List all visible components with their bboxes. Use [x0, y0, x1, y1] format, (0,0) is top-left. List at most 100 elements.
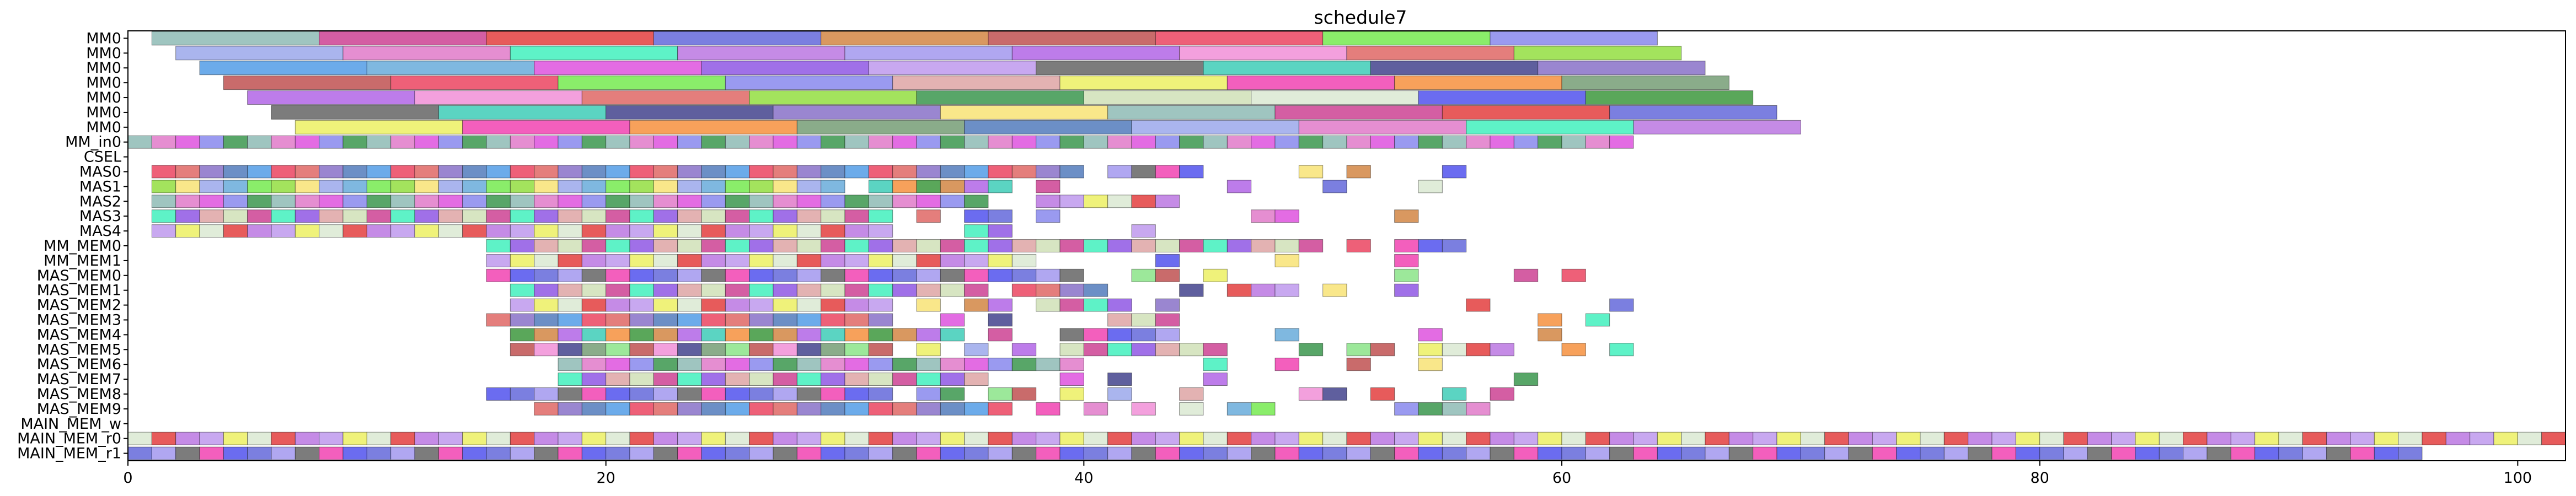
gantt-slot	[701, 373, 726, 386]
gantt-slot	[247, 446, 272, 460]
gantt-slot	[1179, 239, 1204, 252]
gantt-bar	[390, 76, 559, 90]
gantt-slot	[1681, 446, 1706, 460]
gantt-bar	[964, 120, 1132, 134]
gantt-slot	[629, 239, 654, 252]
gantt-slot	[534, 328, 559, 342]
gantt-slot	[1705, 432, 1729, 445]
gantt-slot	[677, 254, 702, 267]
gantt-slot	[988, 254, 1013, 267]
gantt-slot	[773, 432, 797, 445]
gantt-slot	[1131, 446, 1156, 460]
gantt-slot	[916, 268, 941, 282]
gantt-slot	[916, 254, 941, 267]
gantt-slot	[438, 432, 463, 445]
gantt-slot	[1179, 446, 1204, 460]
gantt-slot	[629, 268, 654, 282]
gantt-slot	[558, 209, 582, 223]
gantt-slot	[1466, 135, 1491, 149]
gantt-slot	[1920, 432, 1945, 445]
gantt-bar	[916, 90, 1084, 105]
gantt-bar	[534, 61, 702, 76]
gantt-slot	[1991, 446, 2016, 460]
gantt-slot	[2230, 446, 2256, 460]
gantt-slot	[916, 298, 941, 312]
gantt-slot	[319, 165, 344, 179]
gantt-bar	[1131, 120, 1299, 134]
gantt-slot	[892, 402, 917, 416]
gantt-slot	[438, 180, 463, 193]
gantt-slot	[534, 268, 559, 282]
gantt-slot	[916, 432, 941, 445]
gantt-bar	[1370, 61, 1539, 76]
gantt-slot	[1490, 343, 1514, 357]
gantt-slot	[1561, 432, 1586, 445]
gantt-slot	[414, 180, 439, 193]
gantt-slot	[2015, 432, 2041, 445]
gantt-slot	[1585, 313, 1610, 327]
gantt-slot	[821, 239, 845, 252]
gantt-slot	[581, 373, 607, 386]
gantt-slot	[2183, 446, 2208, 460]
gantt-slot	[773, 373, 797, 386]
gantt-slot	[701, 298, 726, 312]
gantt-slot	[1179, 165, 1204, 179]
gantt-slot	[414, 195, 439, 208]
gantt-slot	[2350, 446, 2375, 460]
gantt-slot	[1059, 373, 1084, 386]
gantt-slot	[271, 446, 296, 460]
gantt-slot	[510, 268, 535, 282]
gantt-slot	[581, 283, 607, 297]
gantt-slot	[366, 209, 392, 223]
gantt-slot	[868, 195, 893, 208]
gantt-slot	[821, 224, 845, 238]
gantt-slot	[1322, 387, 1347, 401]
gantt-slot	[581, 268, 607, 282]
gantt-slot	[677, 402, 702, 416]
gantt-slot	[892, 135, 917, 149]
gantt-slot	[868, 373, 893, 386]
gantt-slot	[653, 254, 678, 267]
gantt-slot	[1131, 328, 1156, 342]
gantt-slot	[1059, 446, 1084, 460]
gantt-slot	[486, 180, 511, 193]
gantt-slot	[581, 343, 607, 357]
gantt-slot	[1920, 446, 1945, 460]
gantt-slot	[916, 358, 941, 371]
gantt-slot	[438, 165, 463, 179]
gantt-slot	[653, 358, 678, 371]
gantt-slot	[940, 135, 965, 149]
gantt-slot	[1466, 343, 1491, 357]
gantt-slot	[1394, 254, 1419, 267]
gantt-slot	[581, 180, 607, 193]
gantt-slot	[940, 180, 965, 193]
gantt-slot	[1561, 268, 1586, 282]
gantt-slot	[2063, 446, 2088, 460]
gantt-slot	[1251, 402, 1276, 416]
x-tick-label: 20	[596, 470, 615, 487]
gantt-slot	[175, 209, 200, 223]
gantt-slot	[1203, 446, 1228, 460]
gantt-slot	[1059, 343, 1084, 357]
gantt-slot	[701, 209, 726, 223]
gantt-slot	[701, 402, 726, 416]
gantt-slot	[1943, 432, 1969, 445]
gantt-slot	[414, 446, 439, 460]
gantt-slot	[1394, 209, 1419, 223]
gantt-slot	[294, 195, 320, 208]
gantt-slot	[581, 209, 607, 223]
gantt-slot	[725, 446, 750, 460]
gantt-slot	[1418, 402, 1443, 416]
gantt-bar	[1585, 90, 1754, 105]
gantt-slot	[701, 328, 726, 342]
gantt-slot	[486, 209, 511, 223]
gantt-slot	[1203, 239, 1228, 252]
gantt-slot	[725, 373, 750, 386]
gantt-slot	[2230, 432, 2256, 445]
gantt-slot	[2015, 446, 2041, 460]
gantt-slot	[534, 298, 559, 312]
gantt-slot	[294, 209, 320, 223]
gantt-slot	[868, 432, 893, 445]
gantt-slot	[821, 268, 845, 282]
y-tick-label: MAS_MEM3	[37, 311, 121, 328]
